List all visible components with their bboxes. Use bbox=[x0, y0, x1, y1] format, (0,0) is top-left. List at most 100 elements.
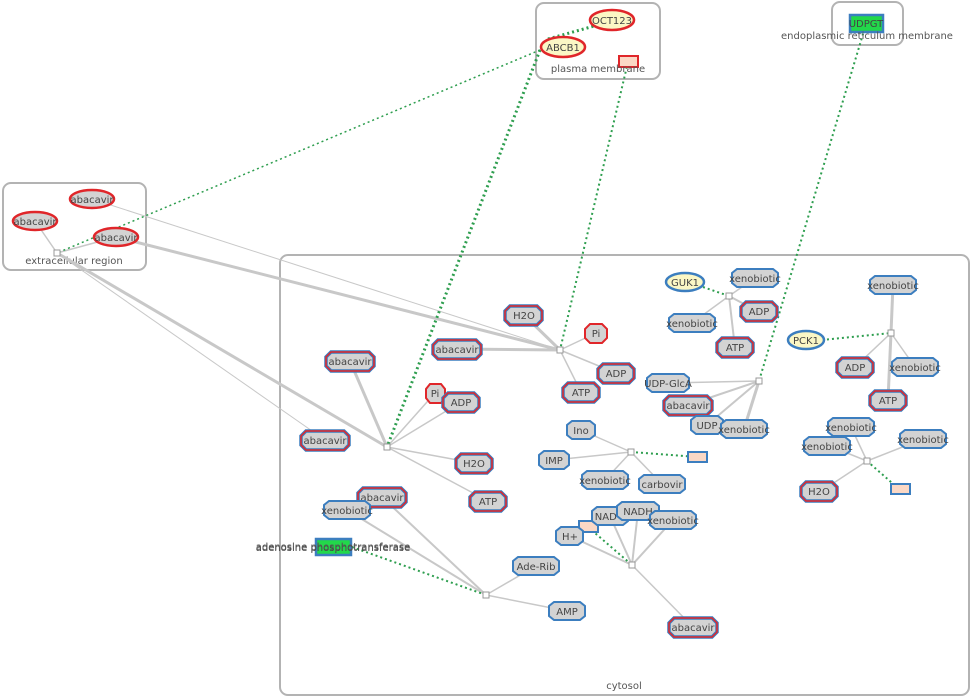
molecule-abacavir[interactable]: abacavir bbox=[68, 188, 116, 210]
molecule-atp[interactable]: ATP bbox=[868, 389, 908, 412]
molecule-ade-rib[interactable]: Ade-Rib bbox=[512, 556, 560, 576]
molecule-label: ATP bbox=[726, 343, 744, 354]
molecule-abacavir[interactable]: abacavir bbox=[356, 486, 408, 509]
protein-pck1[interactable]: PCK1 bbox=[786, 329, 826, 351]
molecule-h2o[interactable]: H2O bbox=[503, 304, 544, 327]
molecule-h2o[interactable]: H2O bbox=[454, 452, 494, 475]
molecule-amp[interactable]: AMP bbox=[548, 601, 586, 621]
compartment-er-membrane[interactable] bbox=[831, 1, 904, 46]
molecule-label: ATP bbox=[879, 396, 897, 407]
molecule-label: xenobiotic bbox=[647, 516, 699, 527]
molecule-label: abacavir bbox=[328, 357, 372, 368]
reaction-hubs bbox=[53, 249, 895, 599]
protein-label: PCK1 bbox=[793, 336, 819, 347]
protein-abcb1[interactable]: ABCB1 bbox=[539, 35, 587, 59]
compartment-plasma-membrane[interactable] bbox=[535, 2, 661, 80]
molecule-label: xenobiotic bbox=[825, 423, 877, 434]
protein-unnamed-hub-e[interactable] bbox=[578, 520, 599, 533]
molecule-atp[interactable]: ATP bbox=[715, 336, 755, 359]
molecule-label: abacavir bbox=[70, 195, 114, 206]
molecule-abacavir[interactable]: abacavir bbox=[11, 210, 59, 232]
molecule-imp[interactable]: IMP bbox=[538, 450, 570, 470]
reaction-edges bbox=[34, 198, 924, 628]
molecule-abacavir[interactable]: abacavir bbox=[667, 616, 719, 639]
molecule-abacavir[interactable]: abacavir bbox=[299, 429, 351, 452]
molecule-label: AMP bbox=[556, 607, 578, 618]
molecule-xenobiotic[interactable]: xenobiotic bbox=[729, 268, 781, 288]
molecule-label: UDP-GlcA bbox=[644, 379, 692, 390]
molecule-label: H2O bbox=[463, 459, 485, 470]
molecule-abacavir[interactable]: abacavir bbox=[92, 226, 140, 248]
molecule-label: ATP bbox=[479, 497, 497, 508]
molecule-label: abacavir bbox=[671, 623, 715, 634]
protein-label: ABCB1 bbox=[546, 43, 580, 54]
molecule-xenobiotic[interactable]: xenobiotic bbox=[889, 357, 941, 377]
protein-label: OCT123 bbox=[592, 16, 632, 27]
molecule-label: ADP bbox=[749, 307, 770, 318]
molecule-xenobiotic[interactable]: xenobiotic bbox=[825, 417, 877, 437]
protein-oct123[interactable]: OCT123 bbox=[588, 8, 636, 32]
protein-unnamed-plasma-membrane[interactable] bbox=[618, 55, 639, 68]
molecule-h2o[interactable]: H2O bbox=[799, 480, 839, 503]
molecule-label: abacavir bbox=[13, 217, 57, 228]
protein-label: GUK1 bbox=[671, 278, 699, 289]
molecule-label: abacavir bbox=[303, 436, 347, 447]
compartment-cytosol[interactable]: cytosol bbox=[279, 254, 970, 696]
molecule-label: Ade-Rib bbox=[517, 562, 556, 573]
molecule-abacavir[interactable]: abacavir bbox=[662, 394, 714, 417]
protein-adenosine-phosphotransferase[interactable]: adenosine phosphotransferase bbox=[256, 537, 411, 557]
molecule-label: H+ bbox=[562, 532, 578, 543]
molecule-label: NAD+ bbox=[595, 512, 625, 523]
molecule-label: xenobiotic bbox=[729, 274, 781, 285]
molecule-label: xenobiotic bbox=[801, 442, 853, 453]
molecule-label: ADP bbox=[451, 398, 472, 409]
molecule-h-plus[interactable]: H+ bbox=[555, 526, 584, 546]
molecule-label: abacavir bbox=[94, 233, 138, 244]
molecule-ino[interactable]: Ino bbox=[566, 420, 596, 440]
molecule-xenobiotic[interactable]: xenobiotic bbox=[867, 275, 919, 295]
compartment-label-er-membrane: endoplasmic reticulum membrane bbox=[781, 31, 953, 42]
molecule-label: xenobiotic bbox=[666, 319, 718, 330]
molecule-adp[interactable]: ADP bbox=[596, 362, 636, 385]
molecule-adp[interactable]: ADP bbox=[835, 356, 875, 379]
molecule-label: Ino bbox=[573, 426, 588, 437]
molecule-pi[interactable]: Pi bbox=[584, 323, 608, 344]
molecule-atp[interactable]: ATP bbox=[561, 381, 601, 404]
molecule-label: abacavir bbox=[360, 493, 404, 504]
molecule-xenobiotic[interactable]: xenobiotic bbox=[718, 419, 770, 439]
molecule-label: ADP bbox=[845, 363, 866, 374]
molecule-abacavir[interactable]: abacavir bbox=[431, 338, 483, 361]
molecule-xenobiotic[interactable]: xenobiotic bbox=[579, 470, 631, 490]
molecule-label: UDP bbox=[696, 421, 717, 432]
molecule-udp-glca[interactable]: UDP-GlcA bbox=[644, 373, 692, 393]
molecule-xenobiotic[interactable]: xenobiotic bbox=[666, 313, 718, 333]
molecule-label: xenobiotic bbox=[718, 425, 770, 436]
molecule-atp[interactable]: ATP bbox=[468, 490, 508, 513]
molecule-adp[interactable]: ADP bbox=[739, 300, 779, 323]
molecule-label: carbovir bbox=[641, 480, 683, 491]
molecule-label: abacavir bbox=[666, 401, 710, 412]
molecule-label: ADP bbox=[606, 369, 627, 380]
molecule-label: xenobiotic bbox=[897, 435, 949, 446]
molecule-udp[interactable]: UDP bbox=[690, 415, 724, 435]
molecule-label: Pi bbox=[431, 389, 440, 400]
molecule-abacavir[interactable]: abacavir bbox=[324, 350, 376, 373]
molecule-label: ATP bbox=[572, 388, 590, 399]
molecule-label: xenobiotic bbox=[867, 281, 919, 292]
protein-guk1[interactable]: GUK1 bbox=[664, 271, 706, 293]
molecule-label: IMP bbox=[545, 456, 563, 467]
molecule-xenobiotic[interactable]: xenobiotic bbox=[897, 429, 949, 449]
molecule-label: Pi bbox=[592, 329, 601, 340]
protein-udpgt[interactable]: UDPGT bbox=[849, 13, 885, 34]
protein-unnamed-hub-i[interactable] bbox=[890, 483, 911, 495]
molecule-label: H2O bbox=[513, 311, 535, 322]
molecule-label: H2O bbox=[808, 487, 830, 498]
molecule-label: xenobiotic bbox=[889, 363, 941, 374]
molecule-xenobiotic[interactable]: xenobiotic bbox=[647, 510, 699, 530]
molecule-pi[interactable]: Pi bbox=[425, 383, 446, 404]
protein-unnamed-hub-d[interactable] bbox=[687, 451, 708, 463]
molecule-xenobiotic[interactable]: xenobiotic bbox=[321, 500, 373, 520]
molecule-adp[interactable]: ADP bbox=[441, 391, 481, 414]
molecule-carbovir[interactable]: carbovir bbox=[638, 474, 686, 494]
molecule-xenobiotic[interactable]: xenobiotic bbox=[801, 436, 853, 456]
